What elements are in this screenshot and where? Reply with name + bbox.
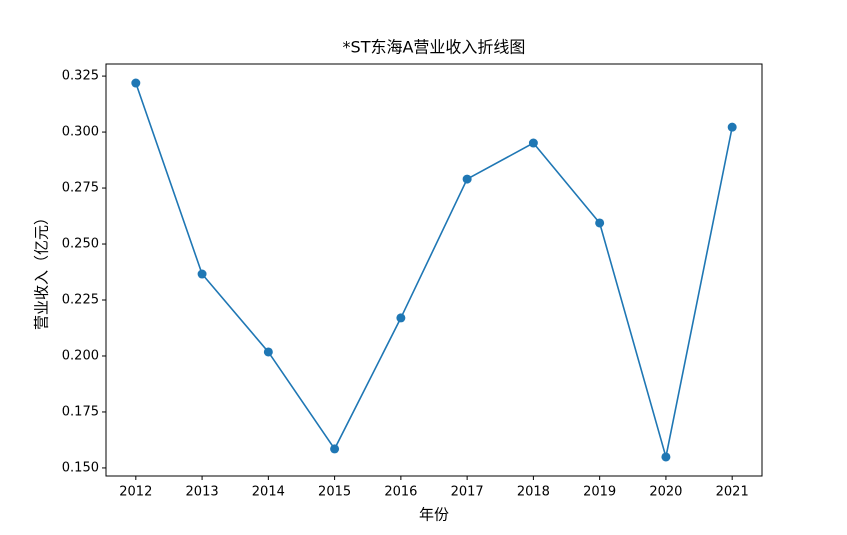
x-tick-label: 2014 [252, 485, 285, 500]
x-tick-label: 2021 [716, 485, 749, 500]
chart-title: *ST东海A营业收入折线图 [343, 38, 526, 57]
plot-frame [105, 63, 763, 477]
y-tick-label: 0.300 [62, 125, 99, 140]
data-point [528, 138, 538, 148]
y-tick-label: 0.175 [62, 404, 99, 419]
x-tick-label: 2018 [517, 485, 550, 500]
data-line [135, 82, 733, 458]
data-point [462, 174, 472, 184]
data-point [595, 218, 605, 228]
x-tick-label: 2016 [384, 485, 417, 500]
y-tick-label: 0.200 [62, 348, 99, 363]
data-point [131, 78, 141, 88]
x-tick-label: 2017 [451, 485, 484, 500]
data-point [263, 347, 273, 357]
y-tick-label: 0.325 [62, 69, 99, 84]
y-tick-label: 0.275 [62, 181, 99, 196]
x-tick-label: 2019 [583, 485, 616, 500]
y-axis-label: 营业收入（亿元） [33, 210, 51, 330]
data-point [661, 452, 671, 462]
x-tick-label: 2012 [119, 485, 152, 500]
data-point [197, 269, 207, 279]
y-tick-label: 0.250 [62, 237, 99, 252]
x-tick-label: 2013 [186, 485, 219, 500]
x-tick-label: 2020 [649, 485, 682, 500]
y-tick-label: 0.150 [62, 460, 99, 475]
data-point [330, 444, 340, 454]
x-tick-label: 2015 [318, 485, 351, 500]
y-tick-label: 0.225 [62, 293, 99, 308]
data-point [727, 122, 737, 132]
x-axis-label: 年份 [419, 506, 449, 524]
data-point [396, 313, 406, 323]
